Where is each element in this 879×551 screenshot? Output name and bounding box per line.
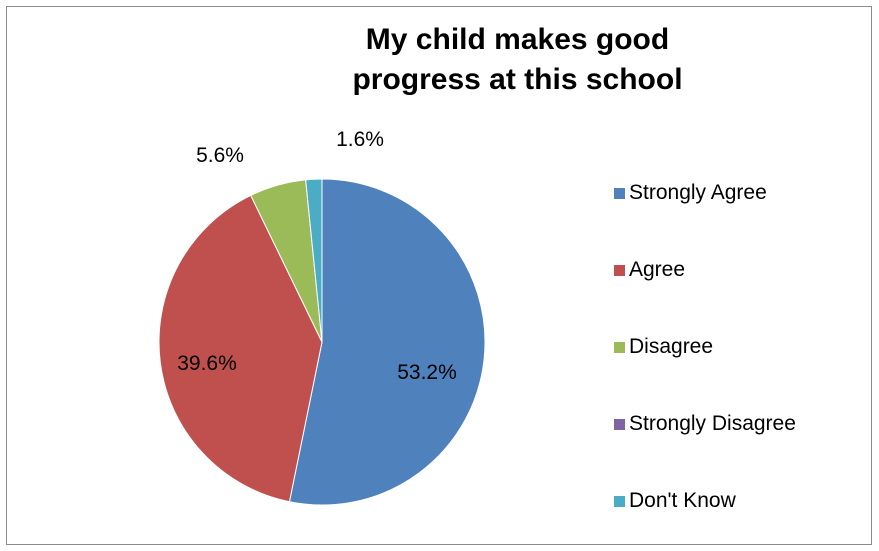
legend-swatch-strongly-disagree — [614, 418, 625, 430]
pie-slice-don-t-know — [305, 178, 323, 343]
legend-label-don-t-know: Don't Know — [629, 489, 736, 512]
chart-title-line-2: progress at this school — [352, 63, 683, 96]
legend-label-strongly-agree: Strongly Agree — [629, 181, 767, 204]
legend-item-disagree: Disagree — [614, 335, 713, 359]
legend-label-disagree: Disagree — [629, 335, 714, 358]
data-label-agree: 39.6% — [177, 352, 237, 375]
legend-label-agree: Agree — [629, 258, 686, 281]
pie-slice-strongly-agree — [288, 178, 486, 506]
chart-title: My child makes good progress at this sch… — [340, 20, 695, 100]
data-label-disagree: 5.6% — [196, 144, 244, 167]
legend-item-strongly-disagree: Strongly Disagree — [614, 412, 796, 436]
legend-item-agree: Agree — [614, 258, 685, 282]
legend-swatch-agree — [614, 264, 625, 276]
chart-title-line-1: My child makes good — [365, 23, 670, 56]
legend-label-strongly-disagree: Strongly Disagree — [629, 412, 796, 435]
legend-swatch-disagree — [614, 341, 625, 353]
legend-item-strongly-agree: Strongly Agree — [614, 181, 767, 205]
data-label-strongly-agree: 53.2% — [397, 361, 457, 384]
legend-swatch-strongly-agree — [614, 187, 625, 199]
data-label-don-t-know: 1.6% — [336, 128, 384, 151]
pie-slice-agree — [158, 194, 323, 503]
legend-swatch-don-t-know — [614, 495, 625, 507]
legend-item-don-t-know: Don't Know — [614, 489, 736, 513]
